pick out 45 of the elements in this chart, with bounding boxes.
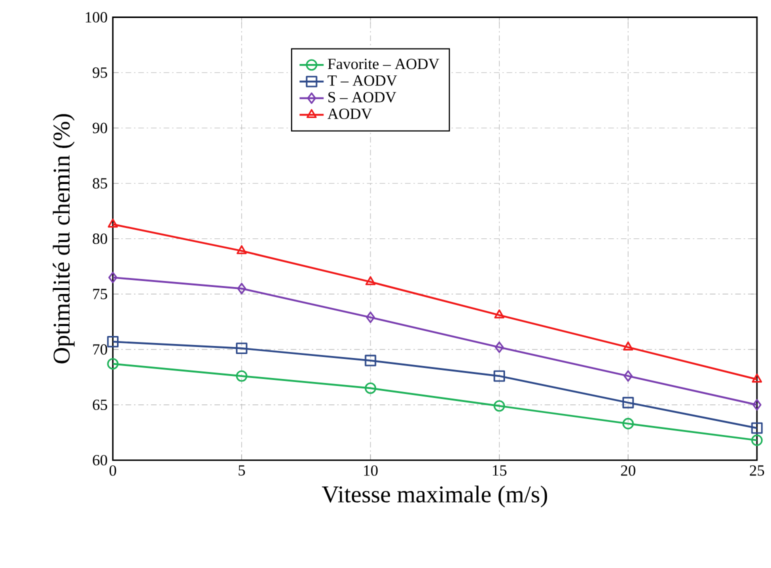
point xyxy=(237,282,246,294)
x-tick-label: 15 xyxy=(492,465,506,476)
y-axis-title: Optimalité du chemin (%) xyxy=(52,114,75,364)
y-tick-label: 85 xyxy=(92,178,108,189)
point xyxy=(751,434,763,446)
x-tick-label: 0 xyxy=(110,465,116,476)
y-tick-label: 80 xyxy=(92,233,108,244)
point xyxy=(752,399,762,410)
point xyxy=(494,370,506,382)
point xyxy=(624,370,633,382)
y-tick-label: 60 xyxy=(92,454,108,466)
point xyxy=(236,245,247,254)
point xyxy=(622,396,634,408)
point xyxy=(494,400,506,412)
x-tick-label: 5 xyxy=(238,465,245,476)
point xyxy=(107,358,119,370)
point xyxy=(494,341,504,353)
point xyxy=(622,418,634,430)
point xyxy=(623,341,634,350)
point xyxy=(108,218,118,228)
y-tick-label: 75 xyxy=(93,288,108,300)
point xyxy=(752,374,762,382)
y-tick-label: 100 xyxy=(86,12,108,22)
point xyxy=(364,354,376,366)
x-tick-label: 20 xyxy=(621,465,636,476)
x-axis-title: Vitesse maximale (m/s) xyxy=(322,486,548,508)
point xyxy=(236,342,248,354)
point xyxy=(365,276,376,286)
point xyxy=(364,382,376,394)
y-tick-label: 90 xyxy=(92,122,108,134)
point xyxy=(108,272,118,284)
legend-label: T – AODV xyxy=(328,75,398,86)
legend-label: S – AODV xyxy=(328,92,396,102)
point xyxy=(366,312,375,323)
legend-label: Favorite – AODV xyxy=(328,58,440,70)
x-tick-label: 10 xyxy=(364,465,378,476)
y-tick-label: 65 xyxy=(92,400,108,410)
y-tick-label: 95 xyxy=(92,67,108,78)
point xyxy=(751,422,763,434)
legend-label: AODV xyxy=(328,108,372,120)
y-tick-label: 70 xyxy=(93,344,108,355)
point xyxy=(107,336,119,348)
point xyxy=(494,309,504,318)
x-tick-label: 25 xyxy=(750,465,764,476)
point xyxy=(236,370,248,382)
